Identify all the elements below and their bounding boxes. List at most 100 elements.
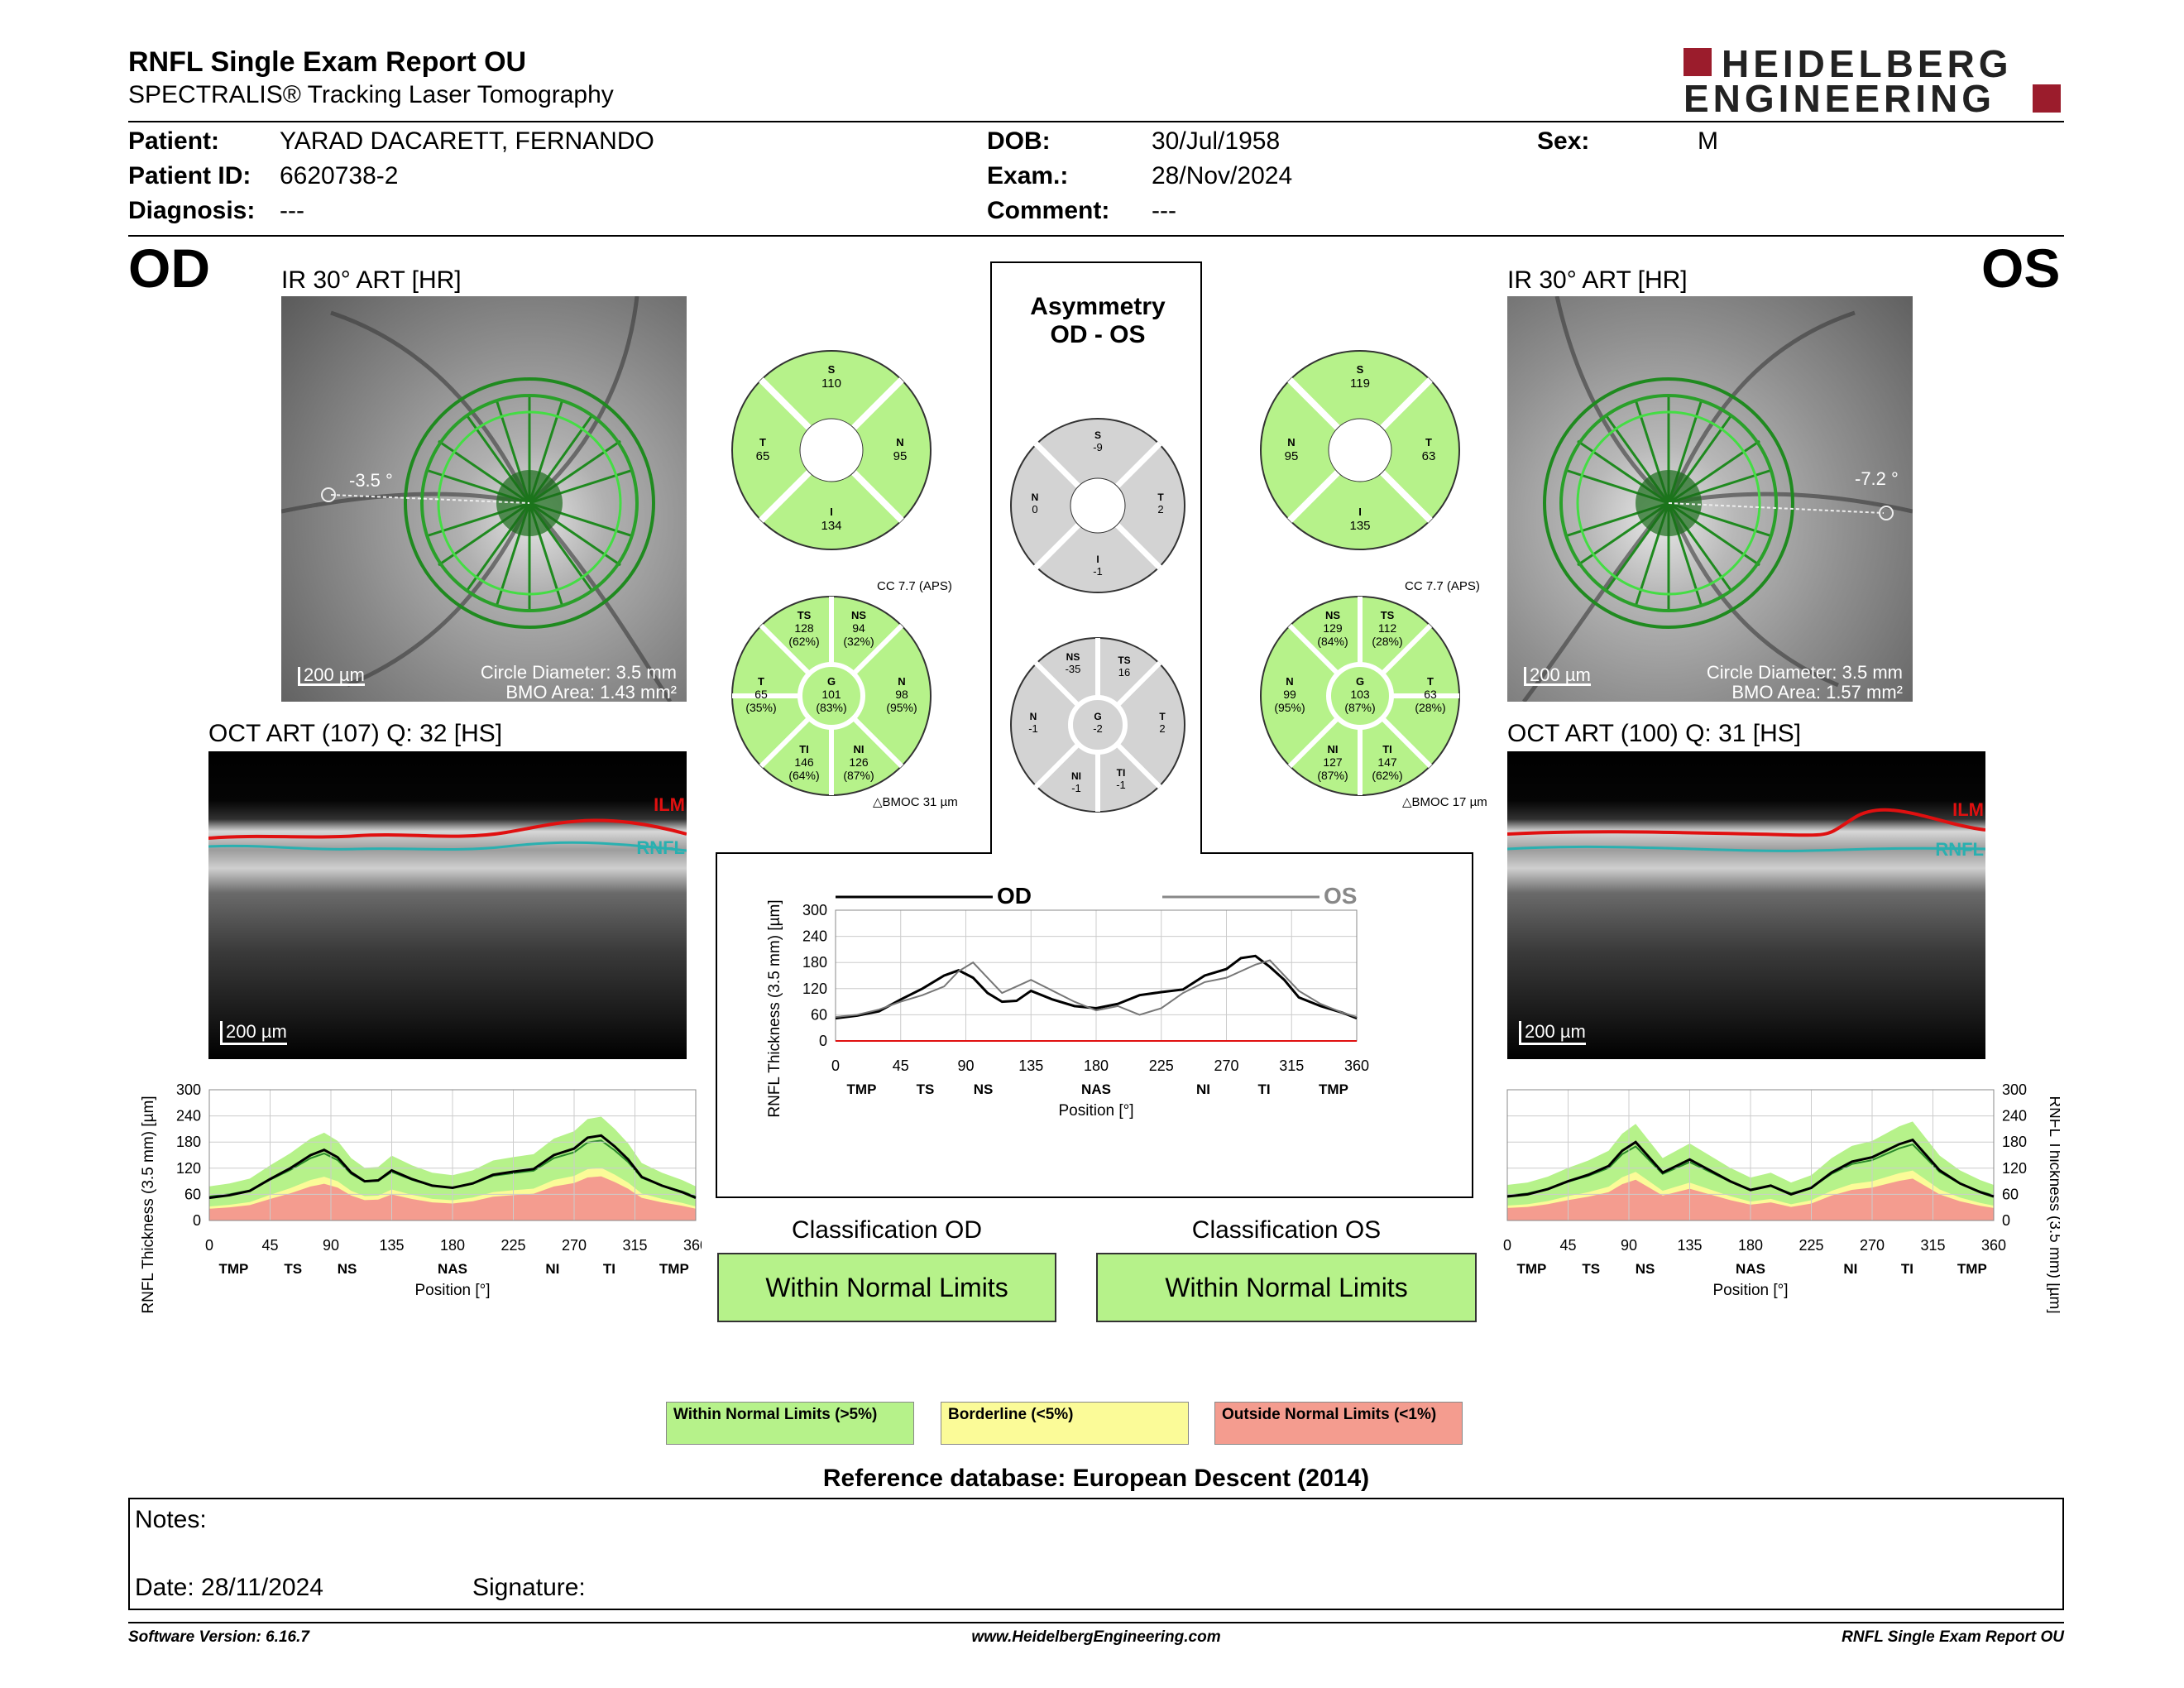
logo-line1: HEIDELBERG (1722, 42, 2013, 85)
asym-quad-n: 0 (1032, 503, 1037, 516)
od-quad-i: 134 (821, 519, 841, 533)
od-sector-chart: TS 128 (62%) NS 94 (32%) T 65 (35%) G 10… (731, 596, 932, 796)
patient-id-value: 6620738-2 (280, 162, 399, 189)
patient-id-label: Patient ID: (128, 162, 251, 189)
os-sec-n: 99 (1283, 688, 1296, 701)
x-tick-label: 180 (1084, 1057, 1109, 1074)
od-sec-ni: 126 (849, 755, 869, 769)
od-quad-n: 95 (893, 449, 908, 463)
od-oct-title: OCT ART (107) Q: 32 [HS] (208, 720, 503, 747)
dob-label: DOB: (987, 127, 1051, 155)
od-quad-t: 65 (756, 449, 770, 463)
os-sec-ts-label: TS (1381, 609, 1395, 621)
os-oct-title: OCT ART (100) Q: 31 [HS] (1507, 720, 1802, 747)
notes-date: Date: 28/11/2024 (135, 1574, 323, 1601)
os-quadrant-chart: S 119 N 95 T 63 I 135 (1260, 350, 1460, 550)
od-quadrant-chart: S 110 T 65 N 95 I 134 (731, 350, 932, 550)
od-sec-g-label: G (827, 675, 836, 688)
os-sec-ni-pct: (87%) (1317, 769, 1348, 782)
os-sec-ns: 129 (1323, 621, 1343, 635)
os-bmo-area: BMO Area: 1.57 mm² (1731, 682, 1903, 702)
legend-wnl-text: Within Normal Limits (>5%) (673, 1406, 878, 1423)
os-quad-i: 135 (1349, 519, 1370, 533)
x-tick-label: 135 (379, 1237, 404, 1254)
od-circle-diameter: Circle Diameter: 3.5 mm (480, 662, 677, 683)
asym-sec-ns-label: NS (1066, 651, 1080, 663)
x-tick-label: 0 (205, 1237, 213, 1254)
asymmetry-quadrant-chart: S -9 N 0 T 2 I -1 (1010, 418, 1185, 593)
od-sec-ti-label: TI (799, 743, 809, 755)
asym-sec-t: 2 (1159, 722, 1165, 735)
sector-label: NAS (438, 1261, 467, 1277)
y-axis-label: RNFL Thickness (3.5 mm) [µm] (2046, 1096, 2060, 1313)
x-tick-label: 180 (440, 1237, 465, 1254)
sector-label: NI (1196, 1081, 1210, 1097)
exam-label: Exam.: (987, 162, 1069, 189)
patient-value: YARAD DACARETT, FERNANDO (280, 127, 654, 155)
y-tick-label: 300 (2002, 1081, 2027, 1098)
x-axis-label: Position [°] (414, 1282, 490, 1299)
y-tick-label: 60 (2002, 1186, 2019, 1202)
od-bmoc-label: △BMOC 31 µm (873, 794, 958, 809)
footer-url: www.HeidelbergEngineering.com (971, 1628, 1221, 1646)
notes-label: Notes: (135, 1506, 207, 1533)
y-tick-label: 240 (176, 1108, 201, 1125)
classification-od-box: Within Normal Limits (717, 1253, 1056, 1322)
od-sec-ns-label: NS (851, 609, 866, 621)
legend-od-label: OD (997, 883, 1032, 909)
od-oct-scale: 200 µm (220, 1021, 287, 1045)
plot-frame (208, 1089, 697, 1221)
os-fundus-scale: 200 µm (1524, 666, 1591, 686)
asym-quad-t: 2 (1157, 503, 1163, 516)
classification-os-value: Within Normal Limits (1165, 1272, 1408, 1302)
od-quad-s-label: S (828, 363, 836, 376)
sector-label: TI (1257, 1081, 1270, 1097)
sector-label: TMP (659, 1261, 689, 1277)
od-sec-ti: 146 (794, 755, 814, 769)
asymmetry-sector-chart: NS -35 TS 16 N -1 G -2 T 2 NI -1 TI -1 (1010, 637, 1185, 813)
od-ilm-label: ILM (654, 794, 685, 815)
x-tick-label: 45 (261, 1237, 278, 1254)
os-sec-t-pct: (28%) (1415, 701, 1445, 714)
os-quad-t: 63 (1422, 449, 1436, 463)
od-quad-t-label: T (759, 436, 766, 448)
od-sec-t: 65 (754, 688, 768, 701)
os-rnfl-profile-chart: 0 60 120 180 240 300 0 45 90 135 180 225 270 315 360 TM… (1503, 1081, 2060, 1314)
sector-label: TS (1582, 1261, 1600, 1277)
os-sec-g-label: G (1356, 675, 1364, 688)
od-sec-ts: 128 (794, 621, 814, 635)
sector-label: TMP (847, 1081, 877, 1097)
x-tick-label: 0 (831, 1057, 840, 1074)
series-line (835, 959, 1358, 1019)
od-eye-label: OD (128, 237, 210, 299)
series-line (835, 954, 1358, 1020)
sector-label: NAS (1736, 1261, 1765, 1277)
od-rnfl-label: RNFL (636, 837, 685, 858)
x-tick-label: 0 (1503, 1237, 1511, 1254)
asymmetry-title-2: OD - OS (1050, 321, 1146, 348)
os-quad-t-label: T (1425, 436, 1432, 448)
classification-os-title: Classification OS (1191, 1216, 1382, 1244)
notes-signature: Signature: (472, 1574, 586, 1601)
os-fundus-overlay (1521, 296, 1913, 702)
asym-sec-ti: -1 (1116, 779, 1126, 791)
x-tick-label: 180 (1738, 1237, 1763, 1254)
reference-database: Reference database: European Descent (20… (822, 1465, 1370, 1492)
asymmetry-title-1: Asymmetry (1030, 293, 1166, 320)
od-ir-title: IR 30° ART [HR] (281, 266, 462, 294)
y-axis-label: RNFL Thickness (3.5 mm) [µm] (766, 899, 783, 1117)
os-sec-n-label: N (1286, 675, 1293, 688)
series-line (1506, 1138, 1995, 1198)
os-sec-ni: 127 (1323, 755, 1343, 769)
legend-os-label: OS (1324, 883, 1357, 909)
x-tick-label: 315 (622, 1237, 647, 1254)
legend-borderline-text: Borderline (<5%) (948, 1406, 1074, 1423)
x-tick-label: 45 (893, 1057, 909, 1074)
os-bmoc-label: △BMOC 17 µm (1402, 794, 1487, 809)
legend-borderline: Borderline (<5%) (941, 1402, 1189, 1445)
x-axis-label: Position [°] (1058, 1102, 1133, 1120)
os-sec-ni-label: NI (1328, 743, 1339, 755)
legend-onl: Outside Normal Limits (<1%) (1214, 1402, 1463, 1445)
y-tick-label: 240 (802, 928, 827, 945)
footer-report-name: RNFL Single Exam Report OU (1842, 1628, 2064, 1646)
